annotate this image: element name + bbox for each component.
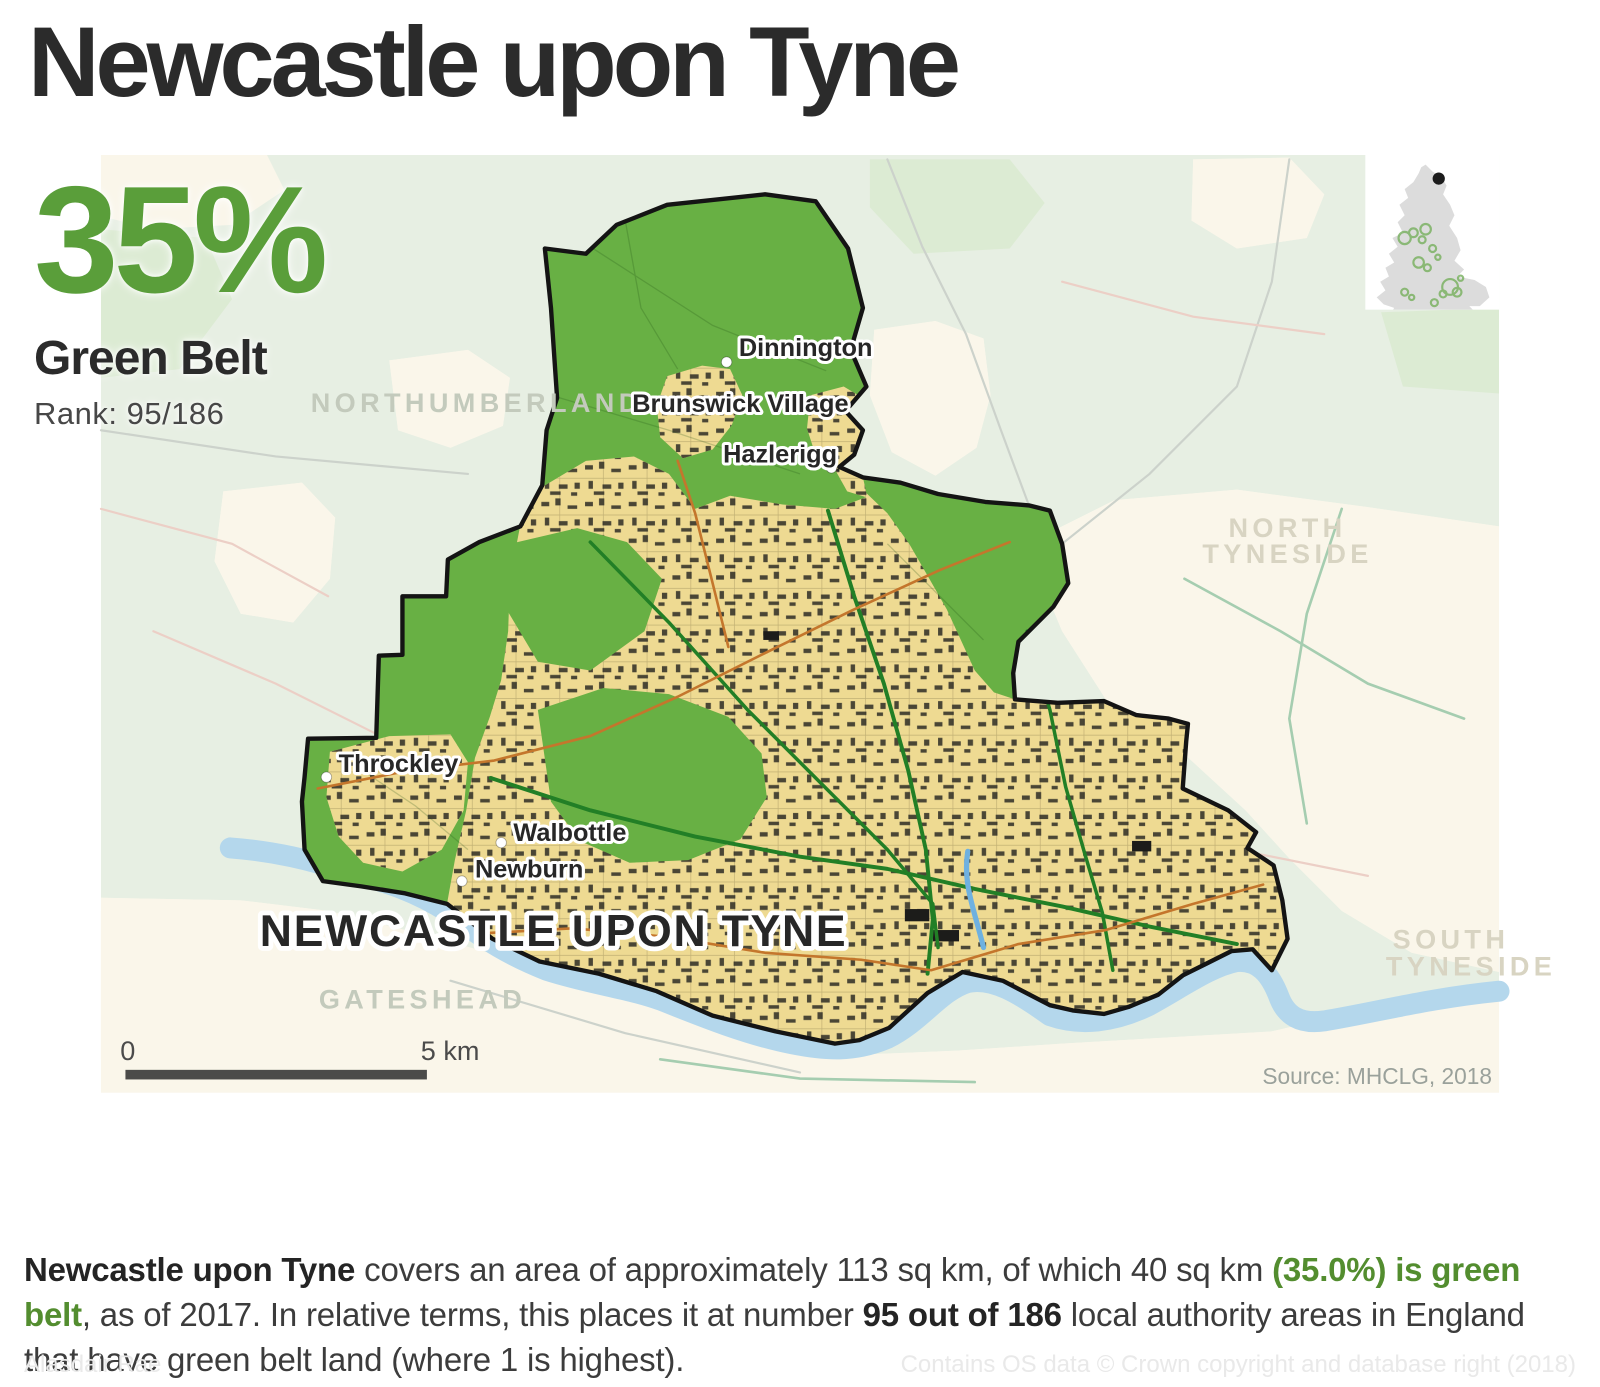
place-label-brunswick-village: Brunswick Village (632, 390, 848, 418)
place-labels: Dinnington Brunswick Village Hazlerigg T… (255, 331, 876, 961)
authority-label: NEWCASTLE UPON TYNE (260, 907, 848, 956)
place-dot-hazlerigg (825, 462, 838, 474)
place-markers (320, 356, 850, 887)
region-label-south-tyneside-1: SOUTH (1393, 923, 1510, 954)
scale-bar-rect (125, 1069, 427, 1080)
place-label-dinnington: Dinnington (739, 334, 873, 362)
header: Newcastle upon Tyne (0, 0, 1600, 155)
region-label-northumberland: NORTHUMBERLAND (311, 387, 643, 418)
os-data-credit: Contains OS data © Crown copyright and d… (900, 1351, 1576, 1378)
description-text: Newcastle upon Tyne covers an area of ap… (0, 1232, 1600, 1383)
place-dot-walbottle (495, 836, 507, 849)
place-dot-throckley (320, 771, 333, 783)
england-outline (1376, 164, 1490, 310)
river-tyne (219, 837, 1510, 1060)
region-label-south-tyneside-2: TYNESIDE (1386, 950, 1556, 981)
place-label-newburn: Newburn (475, 856, 583, 884)
region-label-gateshead: GATESHEAD (319, 984, 526, 1015)
scale-zero-label: 0 (120, 1035, 135, 1066)
footer-credits: Alasdair Rae Contains OS data © Crown co… (24, 1351, 1576, 1379)
description-bold-rank: 95 out of 186 (862, 1295, 1062, 1333)
place-label-hazlerigg: Hazlerigg (723, 441, 837, 469)
place-label-throckley: Throckley (339, 750, 459, 778)
green-belt-percent: 35% (34, 155, 328, 325)
stat-block: 35% Green Belt Rank: 95/186 (34, 155, 328, 432)
roads (316, 459, 1265, 976)
inset-map (1365, 155, 1500, 310)
map-canvas: NORTHUMBERLAND NORTH TYNESIDE SOUTH TYNE… (99, 155, 1556, 1093)
region-labels: NORTHUMBERLAND NORTH TYNESIDE SOUTH TYNE… (311, 387, 1556, 1015)
surrounding-areas (100, 155, 1500, 1093)
green-belt-rank: Rank: 95/186 (34, 395, 225, 431)
description-green-highlight: (35.0%) is green belt (24, 1251, 1521, 1333)
page-title: Newcastle upon Tyne (28, 6, 961, 117)
scale-bar: 0 5 km (120, 1035, 480, 1080)
scale-distance-label: 5 km (421, 1035, 480, 1066)
description-body-1: covers an area of approximately 113 sq k… (355, 1251, 1273, 1288)
field-lines (362, 220, 984, 851)
outside-roads (99, 158, 1466, 1084)
region-label-north-tyneside-1: NORTH (1229, 512, 1347, 543)
green-belt-label: Green Belt (34, 331, 268, 385)
description-body-2: , as of 2017. In relative terms, this pl… (81, 1295, 863, 1333)
map-area: NORTHUMBERLAND NORTH TYNESIDE SOUTH TYNE… (0, 155, 1600, 1228)
inset-location-marker (1432, 172, 1445, 185)
region-label-north-tyneside-2: TYNESIDE (1202, 538, 1372, 569)
inset-green-belts (1397, 222, 1465, 308)
place-label-walbottle: Walbottle (513, 819, 626, 847)
author-credit: Alasdair Rae (24, 1351, 162, 1378)
source-label: Source: MHCLG, 2018 (1262, 1063, 1492, 1089)
description-bold-intro: Newcastle upon Tyne (24, 1251, 356, 1288)
description-body-3: local authority areas in England that ha… (24, 1295, 1525, 1378)
place-dot-brunswick-village (838, 403, 850, 415)
place-dot-newburn (456, 875, 468, 887)
place-dot-dinnington (720, 356, 733, 368)
